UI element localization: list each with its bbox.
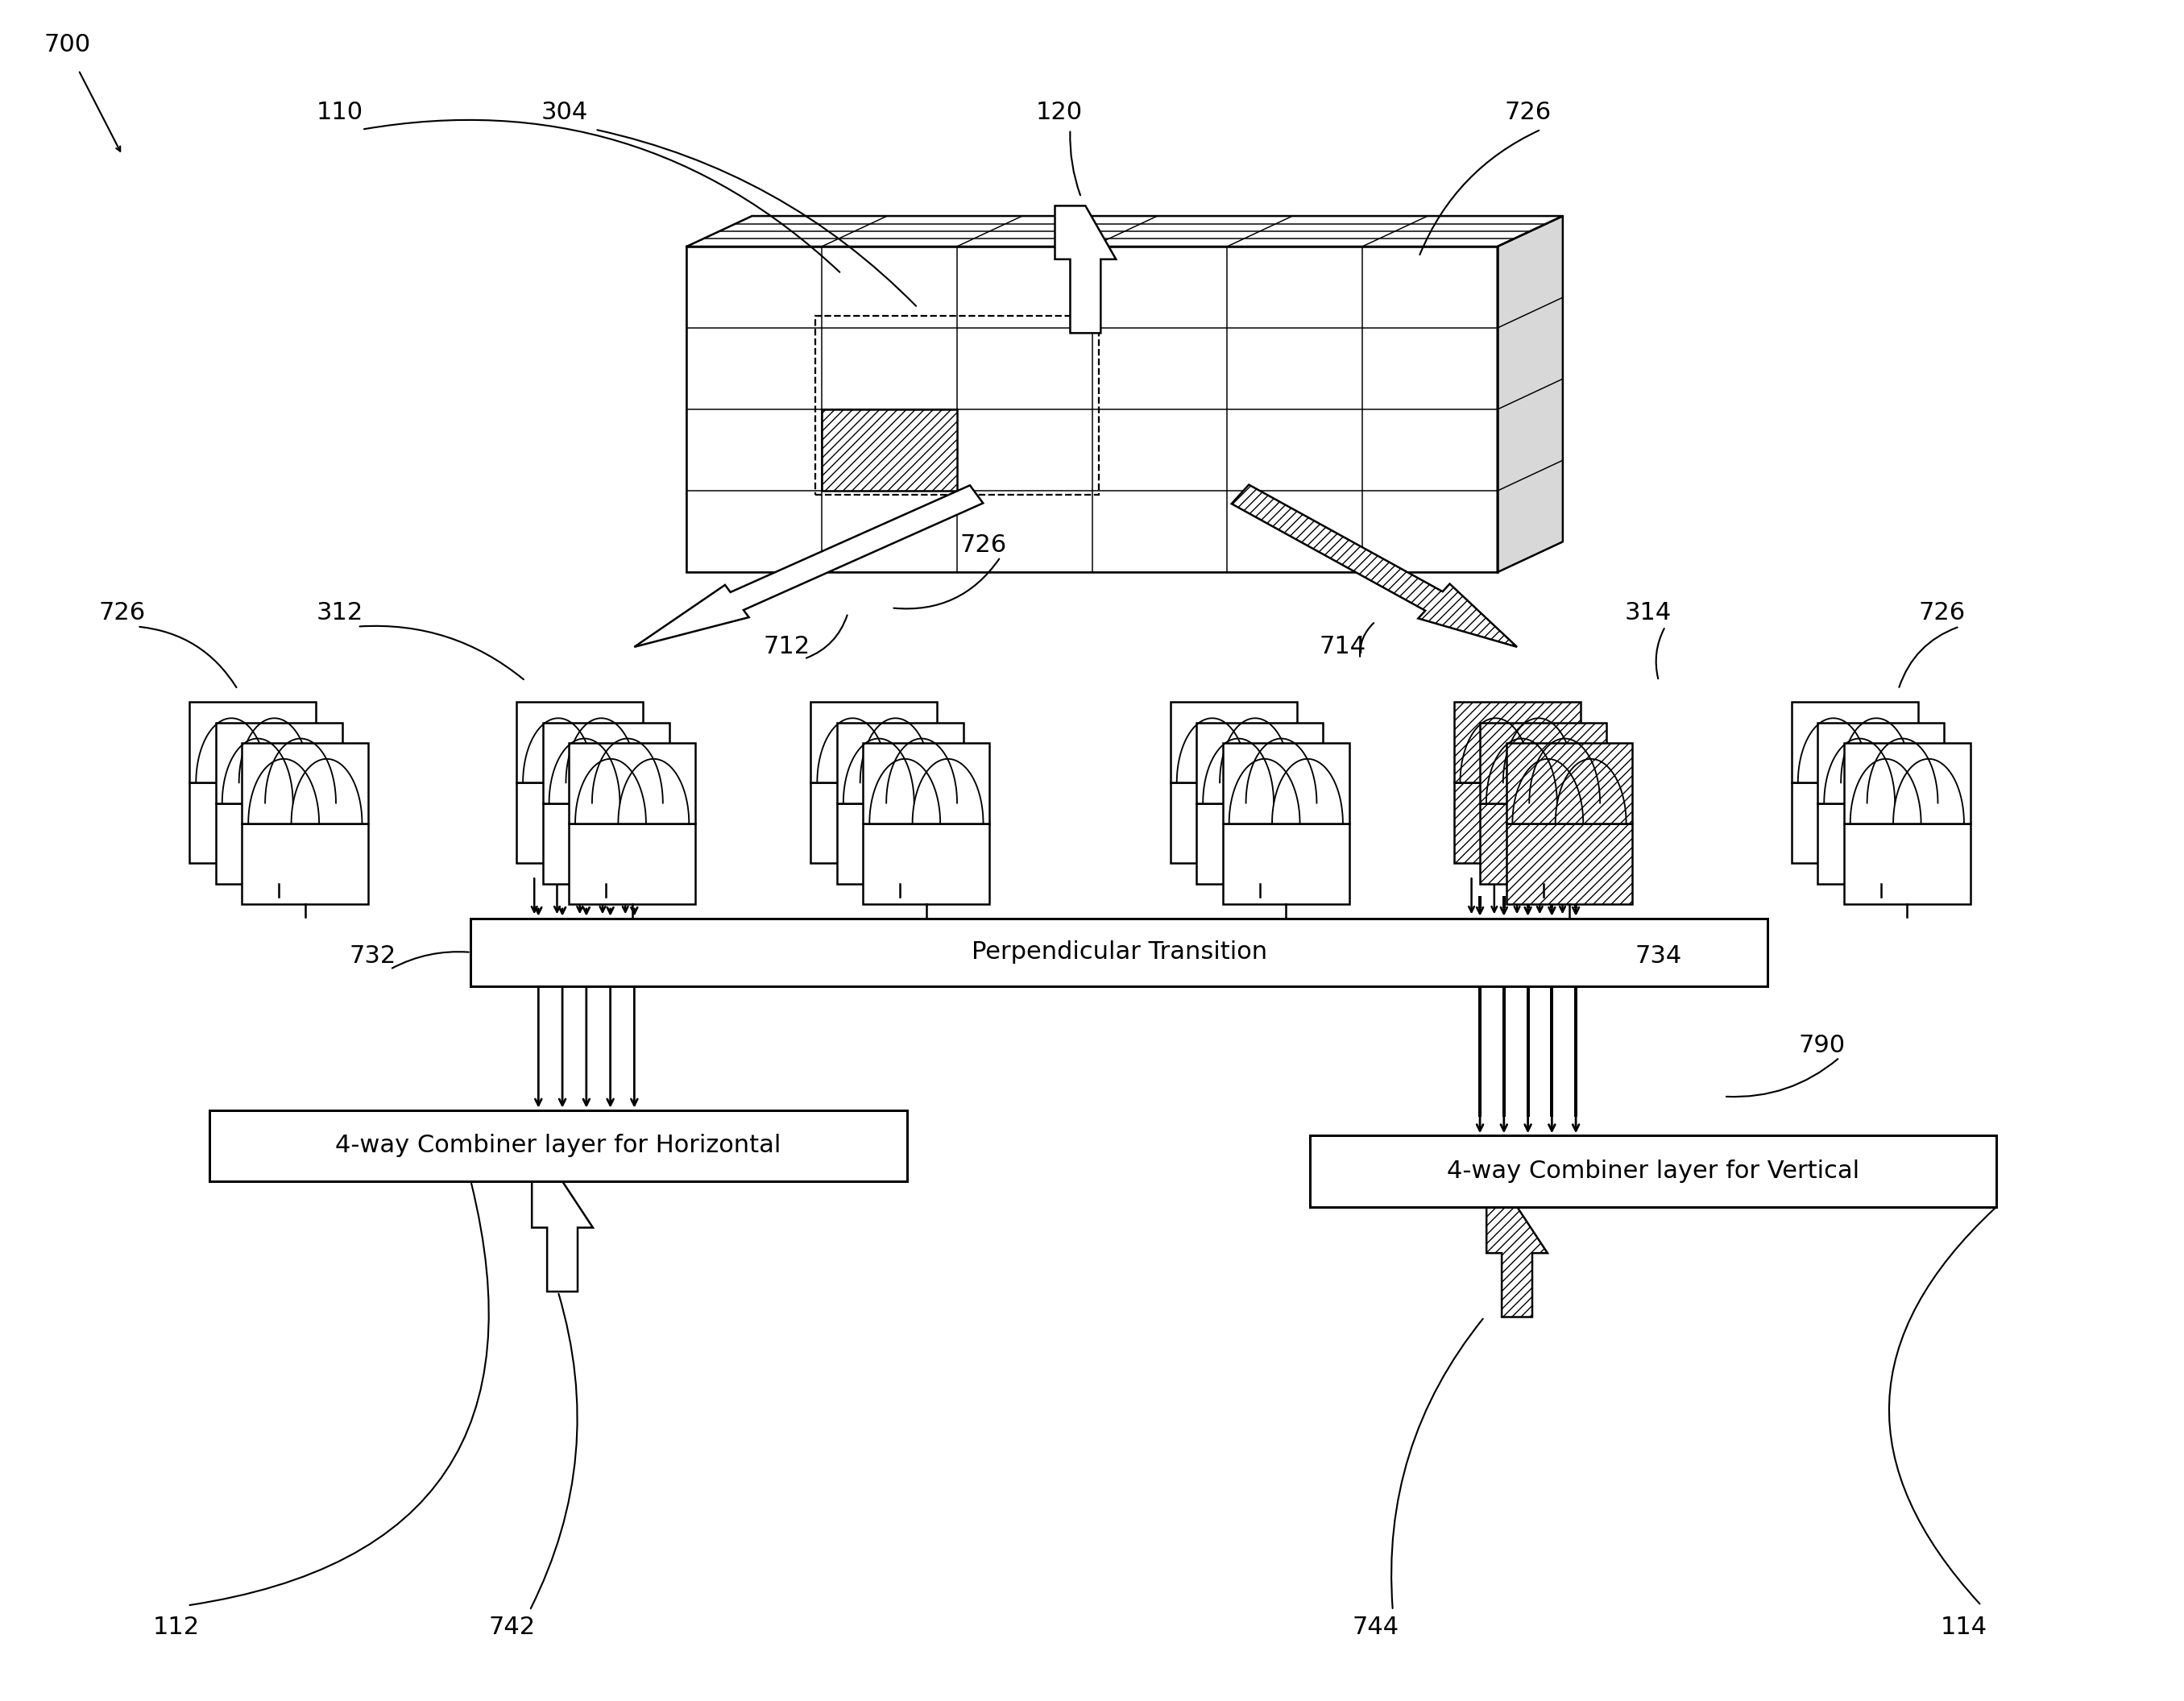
- Bar: [1481, 803, 1607, 883]
- Bar: [863, 823, 989, 903]
- Text: 712: 712: [764, 634, 810, 658]
- Text: 114: 114: [1939, 1616, 1987, 1640]
- Bar: [518, 782, 642, 862]
- Bar: [190, 782, 317, 862]
- Bar: [836, 723, 963, 803]
- Bar: [1791, 782, 1918, 862]
- Bar: [1197, 803, 1324, 883]
- Text: 726: 726: [98, 600, 146, 624]
- Polygon shape: [686, 216, 1564, 247]
- Bar: [1197, 723, 1324, 803]
- Bar: [568, 823, 695, 903]
- Bar: [863, 743, 989, 823]
- Bar: [1507, 823, 1631, 903]
- Text: 314: 314: [1625, 600, 1671, 624]
- Text: 714: 714: [1319, 634, 1365, 658]
- Bar: [544, 723, 668, 803]
- Bar: [568, 743, 695, 823]
- Bar: [1843, 823, 1970, 903]
- Text: 312: 312: [317, 600, 363, 624]
- Polygon shape: [1487, 1206, 1548, 1317]
- Polygon shape: [633, 485, 983, 646]
- Bar: [1481, 723, 1607, 803]
- Bar: [210, 1111, 906, 1180]
- Bar: [1507, 743, 1631, 823]
- Bar: [1817, 723, 1944, 803]
- Bar: [1223, 823, 1350, 903]
- Polygon shape: [1055, 206, 1116, 333]
- Bar: [190, 703, 317, 782]
- Bar: [242, 823, 369, 903]
- Bar: [810, 703, 937, 782]
- Text: 110: 110: [317, 100, 363, 124]
- Text: 304: 304: [542, 100, 587, 124]
- Polygon shape: [1498, 216, 1564, 572]
- Text: 112: 112: [153, 1616, 201, 1640]
- Bar: [815, 316, 1099, 495]
- Polygon shape: [1232, 485, 1518, 646]
- Text: 734: 734: [1636, 944, 1682, 968]
- Bar: [216, 723, 343, 803]
- Bar: [821, 410, 957, 492]
- Bar: [544, 803, 668, 883]
- Polygon shape: [533, 1180, 592, 1291]
- Text: 790: 790: [1800, 1034, 1845, 1058]
- Text: 700: 700: [44, 32, 92, 56]
- Bar: [1843, 743, 1970, 823]
- Bar: [1455, 703, 1581, 782]
- Bar: [1455, 782, 1581, 862]
- Text: 726: 726: [959, 534, 1007, 556]
- Bar: [1791, 703, 1918, 782]
- Text: Perpendicular Transition: Perpendicular Transition: [972, 941, 1267, 964]
- Text: 4-way Combiner layer for Horizontal: 4-way Combiner layer for Horizontal: [334, 1135, 782, 1157]
- Text: 726: 726: [1918, 600, 1966, 624]
- Bar: [518, 703, 642, 782]
- Text: 742: 742: [489, 1616, 535, 1640]
- Text: 726: 726: [1505, 100, 1551, 124]
- Bar: [1310, 1136, 1996, 1206]
- Bar: [242, 743, 369, 823]
- Bar: [1817, 803, 1944, 883]
- Bar: [1171, 782, 1297, 862]
- Bar: [472, 919, 1767, 987]
- Bar: [686, 247, 1498, 572]
- Text: 120: 120: [1035, 100, 1083, 124]
- Bar: [216, 803, 343, 883]
- Text: 732: 732: [349, 944, 395, 968]
- Bar: [1223, 743, 1350, 823]
- Bar: [1171, 703, 1297, 782]
- Text: 4-way Combiner layer for Vertical: 4-way Combiner layer for Vertical: [1448, 1160, 1859, 1182]
- Text: 744: 744: [1352, 1616, 1398, 1640]
- Bar: [836, 803, 963, 883]
- Bar: [810, 782, 937, 862]
